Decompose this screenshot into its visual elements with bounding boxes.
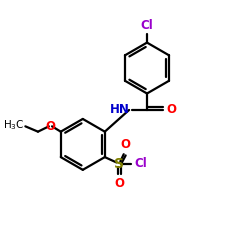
Text: H$_3$C: H$_3$C <box>3 118 25 132</box>
Text: O: O <box>167 103 177 116</box>
Text: Cl: Cl <box>141 20 154 32</box>
Text: O: O <box>114 178 124 190</box>
Text: HN: HN <box>110 104 130 117</box>
Text: O: O <box>120 138 130 151</box>
Text: Cl: Cl <box>134 158 147 170</box>
Text: S: S <box>114 157 124 171</box>
Text: O: O <box>46 120 56 133</box>
